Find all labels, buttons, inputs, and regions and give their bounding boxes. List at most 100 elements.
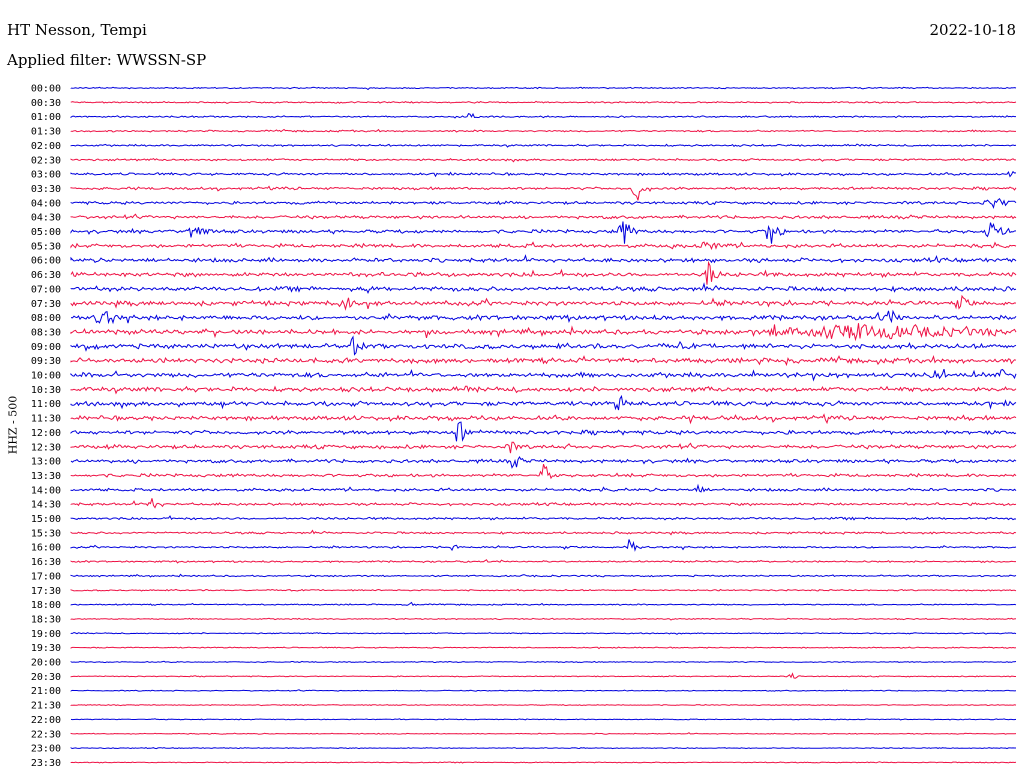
- seismogram-trace: [70, 323, 1017, 342]
- time-label: 16:00: [31, 543, 61, 554]
- seismogram-trace: [70, 86, 1017, 91]
- time-label: 16:30: [31, 557, 61, 568]
- time-label: 05:30: [31, 241, 61, 252]
- time-label: 14:00: [31, 485, 61, 496]
- seismogram-trace: [70, 100, 1017, 104]
- seismogram-trace: [70, 689, 1017, 692]
- seismogram-trace: [70, 335, 1017, 356]
- time-label: 21:00: [31, 686, 61, 697]
- time-label: 15:30: [31, 528, 61, 539]
- time-label: 22:30: [31, 729, 61, 740]
- seismogram-trace: [70, 573, 1017, 578]
- time-label: 23:30: [31, 758, 61, 769]
- seismogram-trace: [70, 309, 1017, 325]
- seismogram-trace: [70, 646, 1017, 650]
- time-label: 20:00: [31, 658, 61, 669]
- seismogram-trace: [70, 498, 1017, 509]
- seismogram-trace: [70, 421, 1017, 442]
- date-label: 2022-10-18: [929, 21, 1016, 39]
- time-label: 12:00: [31, 428, 61, 439]
- seismogram-trace: [70, 539, 1017, 552]
- time-label: 00:30: [31, 98, 61, 109]
- seismogram-trace: [70, 112, 1016, 119]
- seismogram-trace: [70, 718, 1017, 721]
- time-label: 11:30: [31, 414, 61, 425]
- seismogram-trace: [70, 529, 1017, 536]
- time-label: 03:00: [31, 170, 61, 181]
- time-label: 13:30: [31, 471, 61, 482]
- time-label: 19:30: [31, 643, 61, 654]
- seismogram-trace: [70, 128, 1016, 133]
- time-label: 20:30: [31, 672, 61, 683]
- seismogram-trace: [70, 703, 1017, 707]
- filter-label: Applied filter: WWSSN-SP: [7, 51, 207, 69]
- time-label: 11:00: [31, 399, 61, 410]
- station-title: HT Nesson, Tempi: [7, 21, 147, 39]
- time-label: 07:30: [31, 299, 61, 310]
- seismogram-trace: [70, 617, 1017, 621]
- time-label: 06:00: [31, 256, 61, 267]
- time-label: 09:00: [31, 342, 61, 353]
- time-label: 18:00: [31, 600, 61, 611]
- seismogram-trace: [70, 441, 1017, 454]
- time-label: 04:30: [31, 213, 61, 224]
- seismogram-trace: [70, 559, 1016, 564]
- seismogram-trace: [70, 294, 1017, 311]
- time-label: 02:00: [31, 141, 61, 152]
- time-label: 13:00: [31, 457, 61, 468]
- seismogram-trace: [70, 282, 1017, 295]
- seismogram-trace: [70, 260, 1017, 285]
- seismogram-trace: [70, 483, 1017, 493]
- time-label: 18:30: [31, 614, 61, 625]
- seismogram-trace: [70, 185, 1017, 201]
- seismogram-trace: [70, 761, 1017, 764]
- time-label: 21:30: [31, 701, 61, 712]
- seismogram-trace: [70, 394, 1017, 411]
- time-label: 00:00: [31, 84, 61, 95]
- time-label: 06:30: [31, 270, 61, 281]
- seismogram-trace: [70, 241, 1017, 251]
- seismogram-trace: [70, 213, 1017, 220]
- time-label: 23:00: [31, 744, 61, 755]
- time-label: 02:30: [31, 155, 61, 166]
- time-label: 19:00: [31, 629, 61, 640]
- time-label: 09:30: [31, 356, 61, 367]
- seismogram-trace: [70, 456, 1017, 469]
- time-label: 03:30: [31, 184, 61, 195]
- seismogram-trace: [70, 143, 1017, 148]
- seismogram-trace: [70, 672, 1016, 679]
- time-label: 05:00: [31, 227, 61, 238]
- seismogram-trace: [70, 355, 1017, 367]
- seismogram-trace: [70, 197, 1017, 210]
- seismogram-trace: [70, 254, 1017, 264]
- time-label: 17:30: [31, 586, 61, 597]
- seismogram-trace: [70, 221, 1017, 244]
- seismogram-trace: [70, 464, 1017, 480]
- time-label: 01:30: [31, 127, 61, 138]
- time-label: 07:00: [31, 284, 61, 295]
- time-label: 08:30: [31, 327, 61, 338]
- seismogram-trace: [70, 631, 1017, 635]
- seismogram-trace: [70, 385, 1017, 395]
- time-label: 01:00: [31, 112, 61, 123]
- time-label: 12:30: [31, 442, 61, 453]
- time-label: 10:30: [31, 385, 61, 396]
- time-label: 15:00: [31, 514, 61, 525]
- seismogram-trace: [70, 732, 1017, 735]
- time-label: 14:30: [31, 500, 61, 511]
- time-label: 17:00: [31, 571, 61, 582]
- time-label: 10:00: [31, 371, 61, 382]
- seismogram-trace: [70, 413, 1017, 425]
- seismogram-trace: [70, 660, 1017, 664]
- seismogram-trace: [70, 157, 1016, 163]
- seismogram-trace: [70, 601, 1017, 606]
- seismogram-trace: [70, 747, 1016, 750]
- seismogram-trace: [70, 368, 1017, 382]
- time-label: 22:00: [31, 715, 61, 726]
- time-label: 08:00: [31, 313, 61, 324]
- seismogram-trace: [70, 170, 1017, 178]
- time-label: 04:00: [31, 198, 61, 209]
- seismogram-trace: [70, 588, 1017, 592]
- seismogram-trace: [70, 515, 1017, 521]
